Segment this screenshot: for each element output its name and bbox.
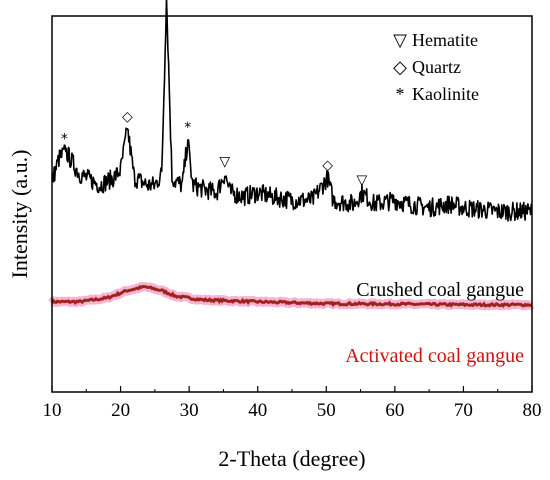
x-tick-label: 30 <box>180 400 199 421</box>
legend-symbol-quartz: ◇ <box>393 57 407 77</box>
y-axis-label: Intensity (a.u.) <box>7 150 32 279</box>
series-line-crushed <box>51 0 533 222</box>
peak-marker: * <box>184 120 191 136</box>
legend-label-quartz: Quartz <box>412 57 461 77</box>
peak-marker: ◇ <box>122 109 133 125</box>
x-axis-label: 2-Theta (degree) <box>218 446 365 471</box>
x-tick-label: 40 <box>248 400 267 421</box>
legend-symbol-hematite: ▽ <box>393 30 407 50</box>
peak-marker: * <box>61 131 68 147</box>
x-tick-label: 10 <box>43 400 62 421</box>
x-tick-label: 50 <box>317 400 336 421</box>
peak-marker: ▽ <box>219 154 230 170</box>
series-label-crushed: Crushed coal gangue <box>356 279 524 301</box>
annotation-layer: *◇◇*▽◇▽ <box>61 109 368 189</box>
legend: ▽ Hematite ◇ Quartz * Kaolinite <box>393 30 479 104</box>
series-line-activated-core <box>51 285 533 307</box>
peak-marker: ◇ <box>322 158 333 174</box>
x-tick-label: 20 <box>111 400 130 421</box>
x-tick-label: 80 <box>523 400 542 421</box>
series-label-activated: Activated coal gangue <box>345 345 524 367</box>
x-tick-label: 60 <box>385 400 404 421</box>
legend-label-hematite: Hematite <box>412 30 478 50</box>
series-layer <box>48 0 536 311</box>
peak-marker: ▽ <box>357 173 368 189</box>
legend-symbol-kaolinite: * <box>396 84 405 104</box>
legend-label-kaolinite: Kaolinite <box>412 84 479 104</box>
x-axis-ticks: 10 20 30 40 50 60 70 80 <box>43 386 542 421</box>
x-tick-label: 70 <box>454 400 473 421</box>
